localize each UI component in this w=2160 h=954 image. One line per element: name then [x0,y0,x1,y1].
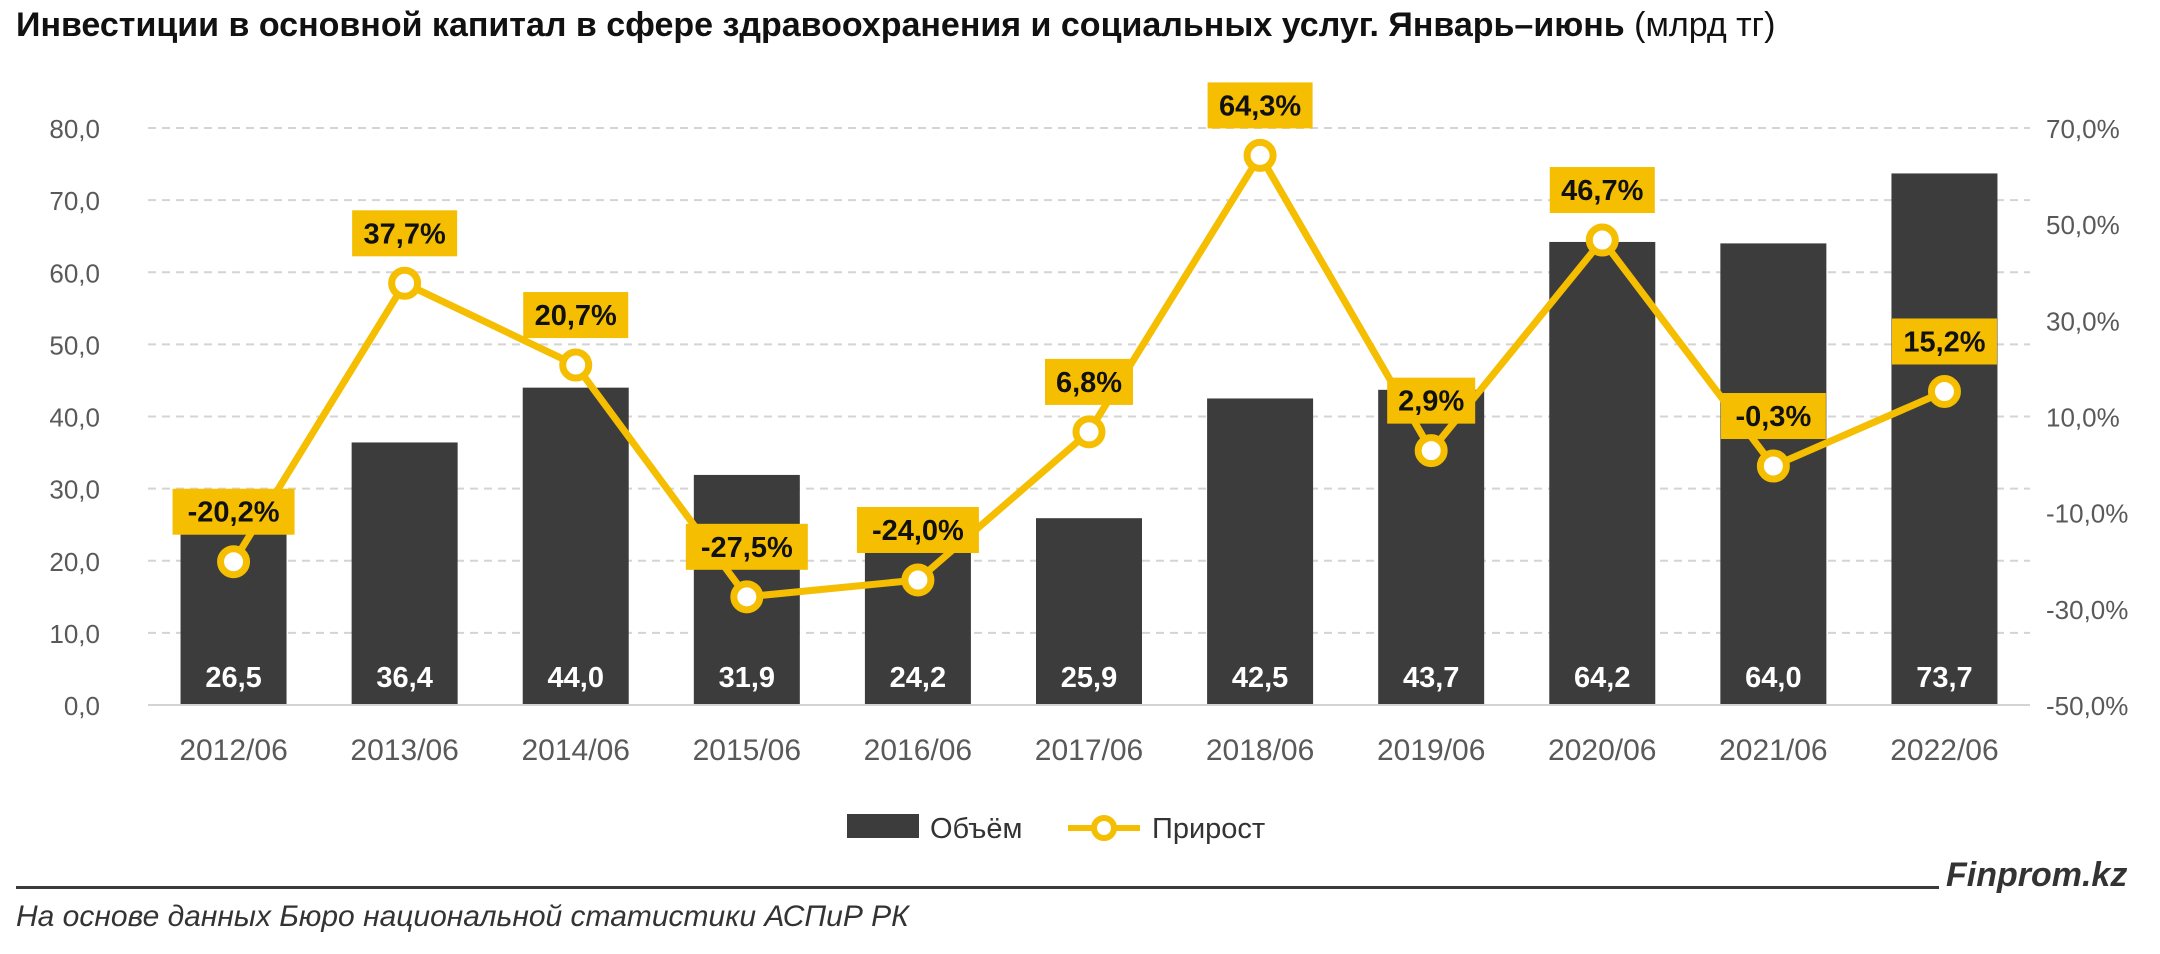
growth-value-label: -24,0% [872,515,964,547]
x-axis-tick-label: 2015/06 [693,734,801,767]
left-axis-tick-label: 20,0 [49,547,100,577]
growth-value-label: 2,9% [1398,386,1464,418]
bar [864,530,971,705]
bar-value-label: 24,2 [890,662,946,694]
bar-value-label: 42,5 [1232,662,1288,694]
bar [1207,398,1314,705]
x-axis-tick-label: 2016/06 [864,734,972,767]
legend-swatch-marker [1091,815,1117,841]
legend-swatch-bar [847,814,919,838]
x-axis-tick-label: 2021/06 [1719,734,1827,767]
bar-value-label: 31,9 [719,662,775,694]
bar [351,442,458,705]
line-series: -20,2% 37,7% 20,7% -27,5% -24,0% 6,8% 64,3% 2,9… [172,82,1997,614]
right-y-axis: -50,0% -30,0% -10,0% 10,0% 30,0% 50,0% 70,0% [2046,114,2128,721]
x-axis-tick-label: 2012/06 [179,734,287,767]
bar [1036,518,1142,705]
bar-series: 26,5 36,4 44,0 31,9 24,2 25,9 42,5 43,7 64,2 64,0… [180,173,1998,706]
right-axis-tick-label: 70,0% [2046,114,2120,144]
legend: Объём Прирост [847,813,1265,845]
bar-value-label: 26,5 [205,662,261,694]
bar-value-label: 43,7 [1403,662,1459,694]
bar-value-label: 64,0 [1745,662,1801,694]
growth-label-box [523,292,629,339]
bar-value-label: 25,9 [1061,662,1117,694]
x-axis-tick-label: 2022/06 [1890,734,1998,767]
growth-point [217,545,251,579]
left-y-axis: 0,0 10,0 20,0 30,0 40,0 50,0 60,0 70,0 80,0 [49,114,100,721]
left-axis-tick-label: 0,0 [64,691,100,721]
right-axis-tick-label: -50,0% [2046,691,2128,721]
growth-label-box [1720,393,1826,440]
x-axis-tick-label: 2014/06 [522,734,630,767]
chart-title: Инвестиции в основной капитал в сфере зд… [16,6,1775,45]
x-axis-tick-label: 2018/06 [1206,734,1314,767]
growth-value-label: 64,3% [1219,90,1301,122]
source-note: На основе данных Бюро национальной стати… [16,900,909,933]
x-axis: 2012/06 2013/06 2014/06 2015/06 2016/06 2017/… [148,704,2030,767]
growth-point [388,266,422,300]
chart-title-main: Инвестиции в основной капитал в сфере зд… [16,6,1625,44]
x-axis-tick-label: 2013/06 [350,734,458,767]
growth-value-label: -20,2% [188,497,280,529]
left-axis-tick-label: 10,0 [49,619,100,649]
right-axis-tick-label: 50,0% [2046,210,2120,240]
right-axis-tick-label: 10,0% [2046,403,2120,433]
growth-point [1414,434,1448,468]
right-axis-tick-label: -30,0% [2046,595,2128,625]
legend-label-bar: Объём [930,813,1022,845]
left-axis-tick-label: 50,0 [49,330,100,360]
right-axis-tick-label: 30,0% [2046,306,2120,336]
x-axis-tick-label: 2019/06 [1377,734,1485,767]
growth-label-box [1387,377,1476,424]
brand-logo-text: Finprom.kz [1946,856,2128,894]
growth-value-label: 6,8% [1056,367,1122,399]
bar-value-label: 64,2 [1574,662,1630,694]
growth-value-label: 20,7% [535,300,617,332]
legend-label-line: Прирост [1152,813,1265,845]
growth-point [901,563,935,597]
growth-point [1927,374,1961,408]
chart-title-unit: (млрд тг) [1634,6,1776,44]
left-axis-tick-label: 70,0 [49,186,100,216]
bar-value-label: 44,0 [548,662,604,694]
bar [1549,241,1656,705]
growth-point [1585,223,1619,257]
growth-point [1072,415,1106,449]
x-axis-tick-label: 2020/06 [1548,734,1656,767]
growth-label-box [685,523,808,570]
gridlines [148,127,2030,634]
growth-value-label: 37,7% [364,218,446,250]
growth-point [1243,138,1277,172]
left-axis-tick-label: 30,0 [49,475,100,505]
growth-point [730,580,764,614]
growth-label-box [856,506,979,553]
bar-value-label: 36,4 [376,662,432,694]
growth-value-label: 15,2% [1903,326,1985,358]
left-axis-tick-label: 60,0 [49,258,100,288]
growth-value-label: 46,7% [1561,175,1643,207]
growth-value-label: -27,5% [701,532,793,564]
growth-label-box [1207,82,1313,129]
growth-label-box [172,488,295,535]
right-axis-tick-label: -10,0% [2046,499,2128,529]
bar [522,387,629,705]
growth-label-box [1549,167,1655,214]
growth-label-box [1891,318,1997,365]
growth-value-label: -0,3% [1735,401,1811,433]
growth-label-box [352,210,458,257]
left-axis-tick-label: 40,0 [49,403,100,433]
growth-label-box [1045,358,1133,405]
bar-value-label: 73,7 [1916,662,1972,694]
x-axis-tick-label: 2017/06 [1035,734,1143,767]
growth-point [1756,449,1790,483]
left-axis-tick-label: 80,0 [49,114,100,144]
bar [1891,173,1998,706]
growth-point [559,348,593,382]
footer-divider [16,886,1939,889]
